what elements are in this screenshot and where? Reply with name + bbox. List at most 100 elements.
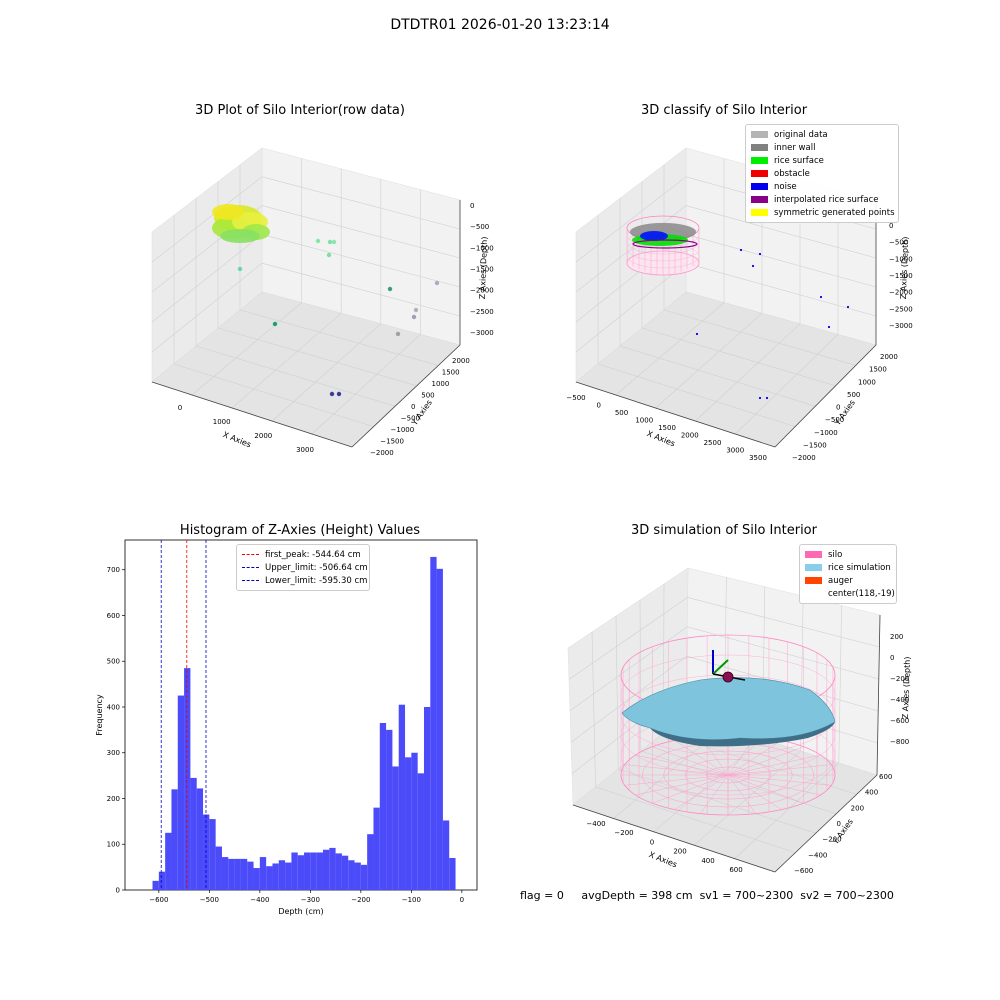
figure-title: DTDTR01 2026-01-20 13:23:14 <box>390 17 610 33</box>
plot3-title: Histogram of Z-Axies (Height) Values <box>179 523 421 538</box>
histogram-legend-swatch <box>242 567 259 568</box>
histogram-bar <box>386 729 393 890</box>
plot2-z-tick-label: −2000 <box>889 289 913 297</box>
plot1-x-tick-label: 2000 <box>254 432 272 440</box>
histogram-bar <box>449 857 456 890</box>
histogram-bars <box>152 556 456 890</box>
plot2-y-axis-line <box>774 344 877 448</box>
histogram-y-tick-label: 300 <box>107 749 120 757</box>
plot2-legend-swatch <box>751 209 768 216</box>
plot1-y-tick-label: −1500 <box>380 438 404 446</box>
histogram-bar <box>417 773 424 890</box>
plot4-silo-spoke <box>727 774 782 810</box>
plot1-rice-point-cluster <box>220 229 260 243</box>
histogram-bar <box>423 706 431 890</box>
plot2-grid-line <box>695 323 801 422</box>
plot2-grid-line <box>575 205 687 293</box>
histogram-legend: first_peak: -544.64 cm Upper_limit: -506.… <box>236 544 370 591</box>
histogram-x-tick-label: −200 <box>351 896 370 904</box>
histogram-bar <box>398 704 406 890</box>
plot1-data-point <box>315 238 321 244</box>
plot2-grid-line <box>597 363 796 427</box>
histogram-bar <box>171 789 178 890</box>
plot1-y-tick-label: 500 <box>421 392 434 400</box>
plot2-grid-line <box>685 262 877 317</box>
plot4-title: 3D simulation of Silo Interior <box>631 523 817 538</box>
plot2-z-tick-label: 0 <box>889 222 893 230</box>
plot2-x-tick-label: 2500 <box>704 439 722 447</box>
plot1-grid-line <box>217 327 417 387</box>
plot2-x-axis-line <box>575 381 776 448</box>
plot4-y-tick-label: 200 <box>851 804 864 812</box>
plot1-grid-line <box>261 205 461 259</box>
plot4-legend-label: silo <box>828 549 843 560</box>
histogram-y-tick-label: 500 <box>107 658 120 666</box>
plot2-noise-point <box>758 252 762 256</box>
plot1-z-tick-label: −2000 <box>470 287 494 295</box>
plot4-y-axis-label: Y Axies <box>830 817 855 847</box>
histogram-bar <box>190 777 197 890</box>
plot4-silo-spoke <box>727 740 782 776</box>
plot1-data-point <box>327 239 333 245</box>
histogram-legend-swatch <box>242 554 259 555</box>
plot4-silo-spoke <box>727 774 821 796</box>
plot2-x-tick-label: 1500 <box>658 424 676 432</box>
plot1-grid-line <box>261 262 461 317</box>
plot4-silo-spoke <box>727 764 832 776</box>
histogram-bar <box>411 752 418 890</box>
plot4-grid-line <box>618 768 816 834</box>
histogram-bar <box>158 871 166 890</box>
plot4-grid-line <box>838 605 842 764</box>
plot4-grid-line <box>591 631 596 788</box>
plot1-x-tick-label: 0 <box>178 404 182 412</box>
plot2-grid-line <box>641 327 836 387</box>
plot2-y-tick-label: −1500 <box>803 441 827 449</box>
plot4-silo-spoke <box>700 774 729 814</box>
plot2-x-tick-label: 3500 <box>749 454 767 462</box>
plot4-x-tick-label: −200 <box>614 829 633 837</box>
plot4-x-tick-label: −400 <box>586 820 605 828</box>
plot2-noise-point <box>765 396 769 400</box>
histogram-legend-swatch <box>242 580 259 581</box>
plot2-legend: original data inner wall rice surface obsta… <box>745 124 899 223</box>
plot2-y-tick-label: 1500 <box>869 366 887 374</box>
plot4-legend-swatch <box>805 577 822 584</box>
plot1-grid-line <box>191 302 302 396</box>
plot2-z-tick-label: −1000 <box>889 255 913 263</box>
plot2-grid-line <box>615 302 725 396</box>
plot4-x-tick-label: 400 <box>701 857 714 865</box>
plot1-title: 3D Plot of Silo Interior(row data) <box>195 103 405 118</box>
plot4-legend-label: auger <box>828 575 853 586</box>
histogram-bar <box>322 849 330 890</box>
plot1-data-point <box>411 314 417 320</box>
plot2-noise-point <box>827 325 831 329</box>
plot2-z-tick-label: −1500 <box>889 272 913 280</box>
plot4-legend-label: center(118,-19) <box>828 588 895 599</box>
plot2-y-tick-label: −500 <box>825 416 844 424</box>
plot4-silo-spoke <box>652 746 729 776</box>
plot4-legend-item: auger <box>805 574 891 587</box>
plot1-data-point <box>387 286 393 292</box>
plot1-x-tick-label: 3000 <box>296 446 314 454</box>
histogram-legend-item: Upper_limit: -506.64 cm <box>242 561 368 574</box>
plot2-grid-line <box>575 234 687 323</box>
histogram-legend-label: Upper_limit: -506.64 cm <box>265 562 368 573</box>
plot1-z-tick-label: 0 <box>470 202 474 210</box>
plot2-noise-point <box>819 295 823 299</box>
plot2-x-tick-label: −500 <box>566 394 585 402</box>
plot1-z-tick-label: −1000 <box>470 244 494 252</box>
plot4-silo-spoke <box>635 754 729 776</box>
plot1-grid-line <box>151 176 263 263</box>
plot1-z-tick-label: −2500 <box>470 308 494 316</box>
plot2-legend-item: obstacle <box>751 167 893 180</box>
sv2-text: sv2 = 700~2300 <box>800 889 894 902</box>
plot1-y-tick-label: 2000 <box>452 357 470 365</box>
plot2-legend-label: obstacle <box>774 168 810 179</box>
plot4-auger-axis-y <box>712 659 729 675</box>
plot2-y-tick-label: 1000 <box>858 378 876 386</box>
histogram-y-tick-label: 700 <box>107 566 120 574</box>
plot2-grid-line <box>685 205 877 259</box>
plot4-grid-line <box>568 597 688 680</box>
plot4-legend-item: rice simulation <box>805 561 891 574</box>
plot2-legend-item: noise <box>751 180 893 193</box>
